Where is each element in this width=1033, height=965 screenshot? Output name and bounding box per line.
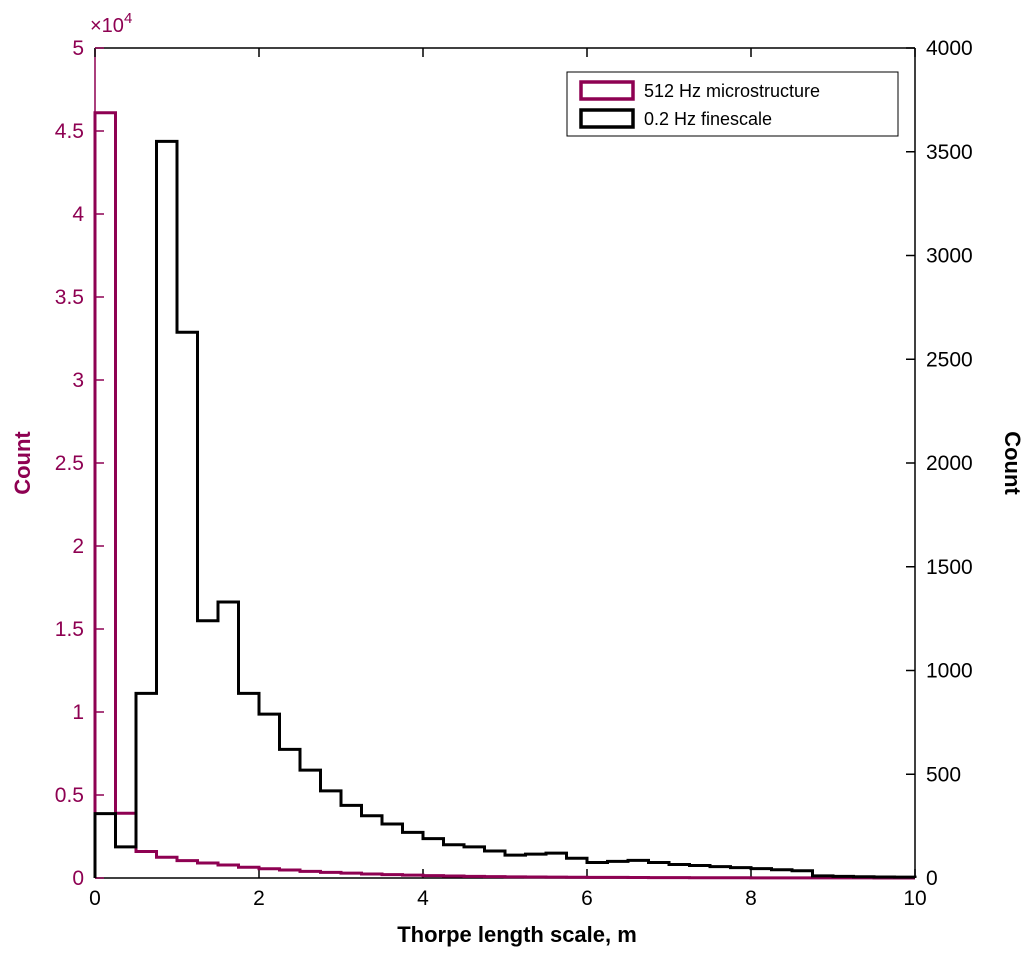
legend-label-microstructure: 512 Hz microstructure	[644, 81, 820, 101]
left-axis-label: Count	[10, 431, 35, 495]
left-tick-label: 0	[72, 867, 84, 890]
right-tick-label: 2000	[926, 452, 973, 475]
legend-swatch-finescale	[579, 108, 635, 129]
left-tick-label: 3.5	[55, 286, 84, 309]
right-tick-label: 1500	[926, 556, 973, 579]
right-tick-label: 3500	[926, 141, 973, 164]
x-tick-label: 4	[417, 887, 429, 910]
legend-label-finescale: 0.2 Hz finescale	[644, 109, 772, 129]
left-tick-label: 4.5	[55, 120, 84, 143]
left-tick-label: 1.5	[55, 618, 84, 641]
left-tick-label: 1	[72, 701, 84, 724]
x-tick-label: 6	[581, 887, 593, 910]
legend: 512 Hz microstructure 0.2 Hz finescale	[566, 71, 899, 137]
right-tick-label: 3000	[926, 245, 973, 268]
left-tick-label: 3	[72, 369, 84, 392]
right-tick-label: 0	[926, 867, 938, 890]
series-0-outline	[93, 111, 917, 880]
x-tick-label: 10	[903, 887, 926, 910]
x-tick-label: 8	[745, 887, 757, 910]
left-tick-label: 4	[72, 203, 84, 226]
x-tick-label: 2	[253, 887, 265, 910]
right-axis-label: Count	[1000, 431, 1025, 495]
series-layer	[93, 111, 917, 880]
left-tick-label: 5	[72, 37, 84, 60]
axes-layer: 0 2 4 6 8 1000.511.522.533.544.55050010001500…	[55, 37, 973, 910]
right-tick-label: 4000	[926, 37, 973, 60]
right-tick-label: 500	[926, 763, 961, 786]
left-tick-label: 0.5	[55, 784, 84, 807]
series-1-outline	[93, 139, 917, 879]
x-tick-label: 0	[89, 887, 101, 910]
right-tick-label: 1000	[926, 660, 973, 683]
left-axis-exponent: ×104	[90, 10, 132, 37]
right-tick-label: 2500	[926, 348, 973, 371]
legend-swatch-microstructure	[579, 80, 635, 101]
left-tick-label: 2	[72, 535, 84, 558]
x-axis-label: Thorpe length scale, m	[397, 922, 637, 947]
left-tick-label: 2.5	[55, 452, 84, 475]
